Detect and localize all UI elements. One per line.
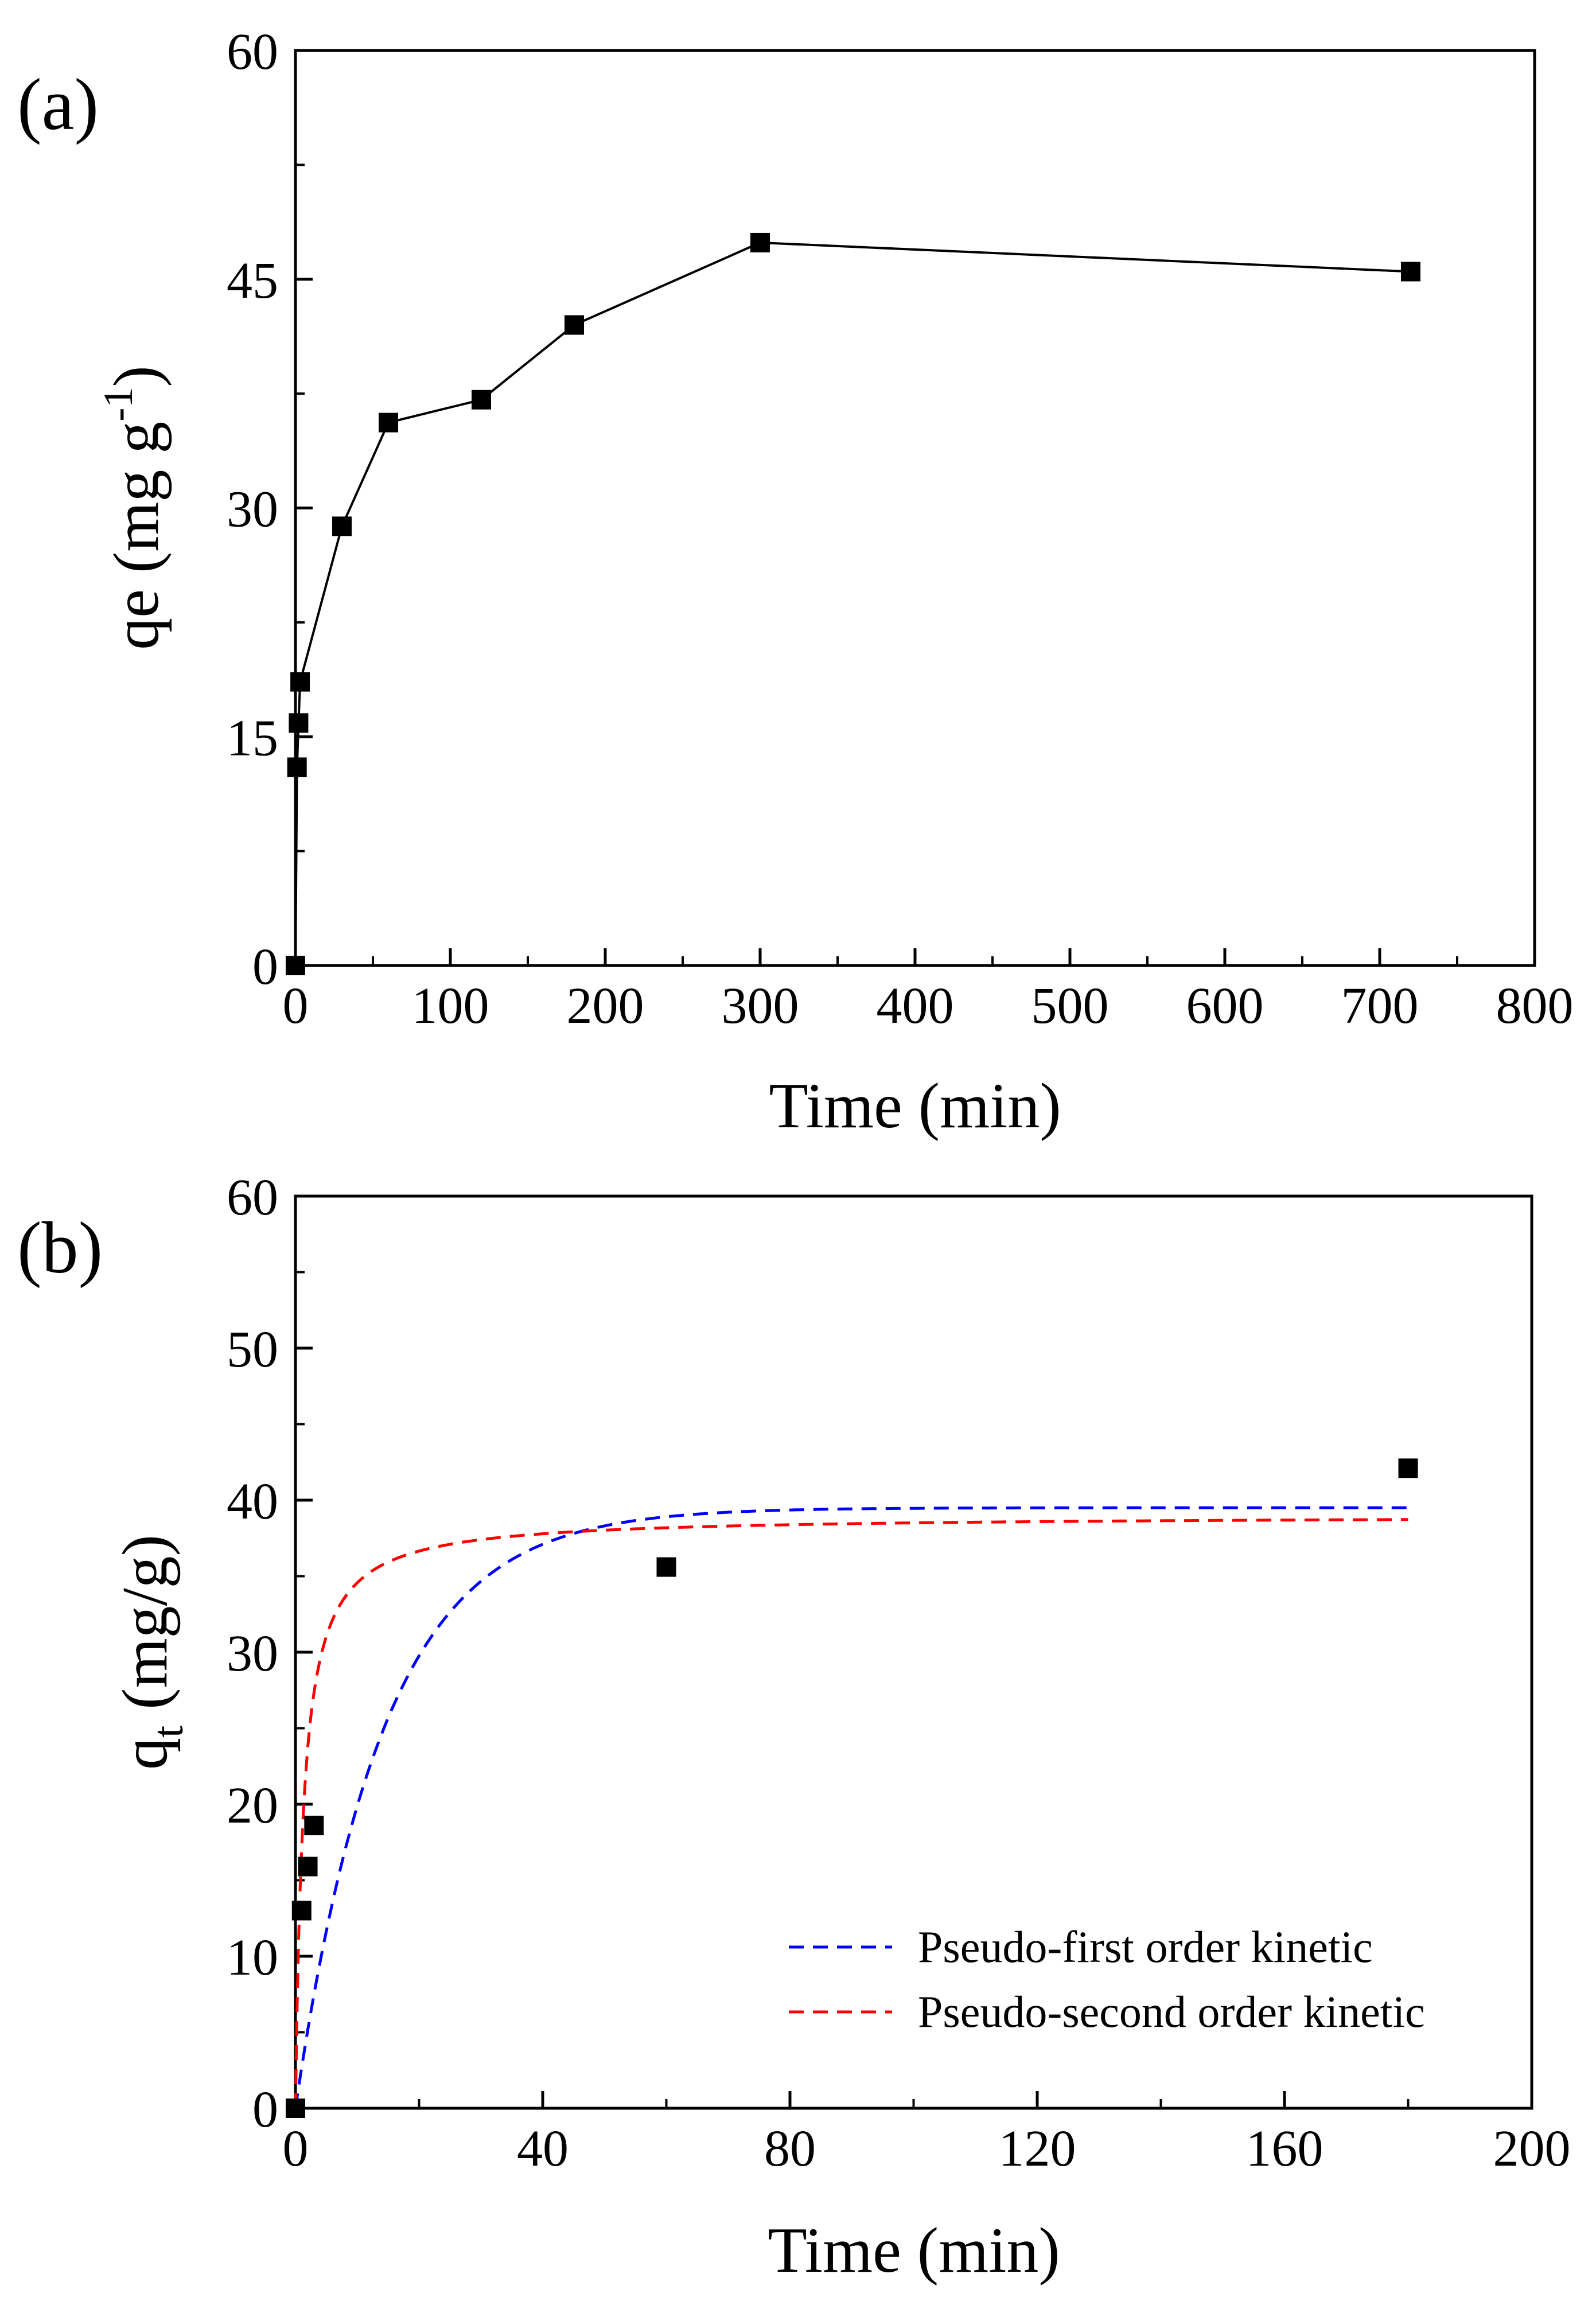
- data-point: [379, 412, 398, 433]
- legend-pfo-label: Pseudo-first order kinetic: [918, 1922, 1373, 1972]
- y-tick-label: 50: [227, 1321, 278, 1378]
- series-line-qe: [294, 241, 1411, 966]
- x-tick-label: 0: [283, 2120, 309, 2177]
- data-point: [1401, 262, 1420, 282]
- panel-a-ticks: [294, 49, 1536, 967]
- data-point: [472, 390, 491, 410]
- panel-a-y-axis-title-close: ): [101, 365, 172, 387]
- x-tick-label: 160: [1246, 2120, 1323, 2177]
- pfo-curve: [294, 1506, 1408, 2109]
- data-point: [332, 516, 352, 536]
- x-tick-label: 200: [1493, 2120, 1571, 2177]
- panel-b-data-points: [286, 1458, 1418, 2118]
- data-point: [287, 757, 307, 777]
- y-tick-label: 0: [252, 939, 278, 995]
- x-tick-label: 120: [999, 2120, 1076, 2177]
- x-tick-label: 700: [1341, 978, 1419, 1034]
- y-tick-label: 60: [227, 1169, 278, 1226]
- y-tick-label: 10: [227, 1929, 278, 1986]
- data-point: [290, 672, 310, 692]
- data-point: [289, 713, 309, 733]
- panel-b-y-axis-title: qt (mg/g): [110, 1535, 192, 1770]
- panel-b-label: (b): [17, 1207, 103, 1288]
- y-tick-label: 0: [252, 2081, 278, 2138]
- data-point: [750, 232, 770, 252]
- x-tick-label: 400: [877, 978, 954, 1034]
- x-tick-label: 40: [517, 2120, 569, 2177]
- panel-a-x-tick-labels: 0 100 200 300 400 500 600 700 800: [283, 978, 1574, 1034]
- panel-a-plot-frame: [294, 49, 1536, 967]
- x-tick-label: 600: [1186, 978, 1264, 1034]
- panel-b: (b) 0 40 80 120 160 200 0 10 20 30 40 50 60 Time (m…: [17, 1169, 1571, 2286]
- data-point: [656, 1557, 676, 1577]
- panel-b-y-axis-title-sub: t: [144, 1726, 192, 1738]
- data-point: [565, 315, 584, 335]
- y-tick-label: 30: [227, 481, 278, 538]
- panel-a-series-lines: [294, 241, 1411, 966]
- data-point: [1398, 1458, 1418, 1478]
- panel-b-x-axis-title: Time (min): [768, 2215, 1060, 2286]
- panel-b-x-tick-labels: 0 40 80 120 160 200: [283, 2120, 1571, 2177]
- panel-a: (a) 0 100 200 300 400 500 600 700 800 015304560 …: [17, 24, 1574, 1142]
- y-tick-label: 20: [227, 1777, 278, 1834]
- x-tick-label: 100: [412, 978, 489, 1034]
- panel-a-y-tick-labels: 0 15 30 45 60: [227, 24, 278, 995]
- y-tick-label: 60: [227, 24, 278, 80]
- y-tick-label: 30: [227, 1625, 278, 1682]
- panel-b-legend: Pseudo-first order kinetic Pseudo-second…: [789, 1922, 1425, 2037]
- panel-b-y-axis-title-rest: (mg/g): [110, 1535, 181, 1726]
- panel-a-y-axis-title: qe (mg g-1): [95, 365, 172, 649]
- x-tick-label: 500: [1031, 978, 1109, 1034]
- y-tick-label: 40: [227, 1473, 278, 1530]
- panel-a-y-axis-title-main: qe (mg g: [101, 422, 172, 650]
- legend-pso-label: Pseudo-second order kinetic: [918, 1987, 1425, 2037]
- panel-b-y-axis-title-main: q: [110, 1738, 181, 1770]
- data-point: [304, 1816, 324, 1836]
- y-tick-label: 15: [227, 710, 278, 766]
- x-tick-label: 800: [1496, 978, 1574, 1034]
- data-point: [286, 956, 305, 975]
- panel-b-y-tick-labels: 0 10 20 30 40 50 60: [227, 1169, 278, 2138]
- data-point: [286, 2099, 305, 2118]
- y-tick-label: 45: [227, 252, 278, 309]
- panel-a-y-axis-title-sup: -1: [95, 387, 141, 422]
- panel-b-model-curves: [294, 1506, 1408, 2109]
- x-tick-label: 0: [283, 978, 309, 1034]
- panel-a-data-points: [286, 232, 1420, 975]
- x-tick-label: 80: [764, 2120, 816, 2177]
- panel-a-label: (a): [17, 64, 99, 145]
- pso-curve: [294, 1518, 1408, 2109]
- x-tick-label: 300: [722, 978, 799, 1034]
- data-point: [298, 1856, 318, 1876]
- panel-a-x-axis-title: Time (min): [769, 1070, 1061, 1142]
- data-point: [291, 1901, 312, 1921]
- x-tick-label: 200: [567, 978, 644, 1034]
